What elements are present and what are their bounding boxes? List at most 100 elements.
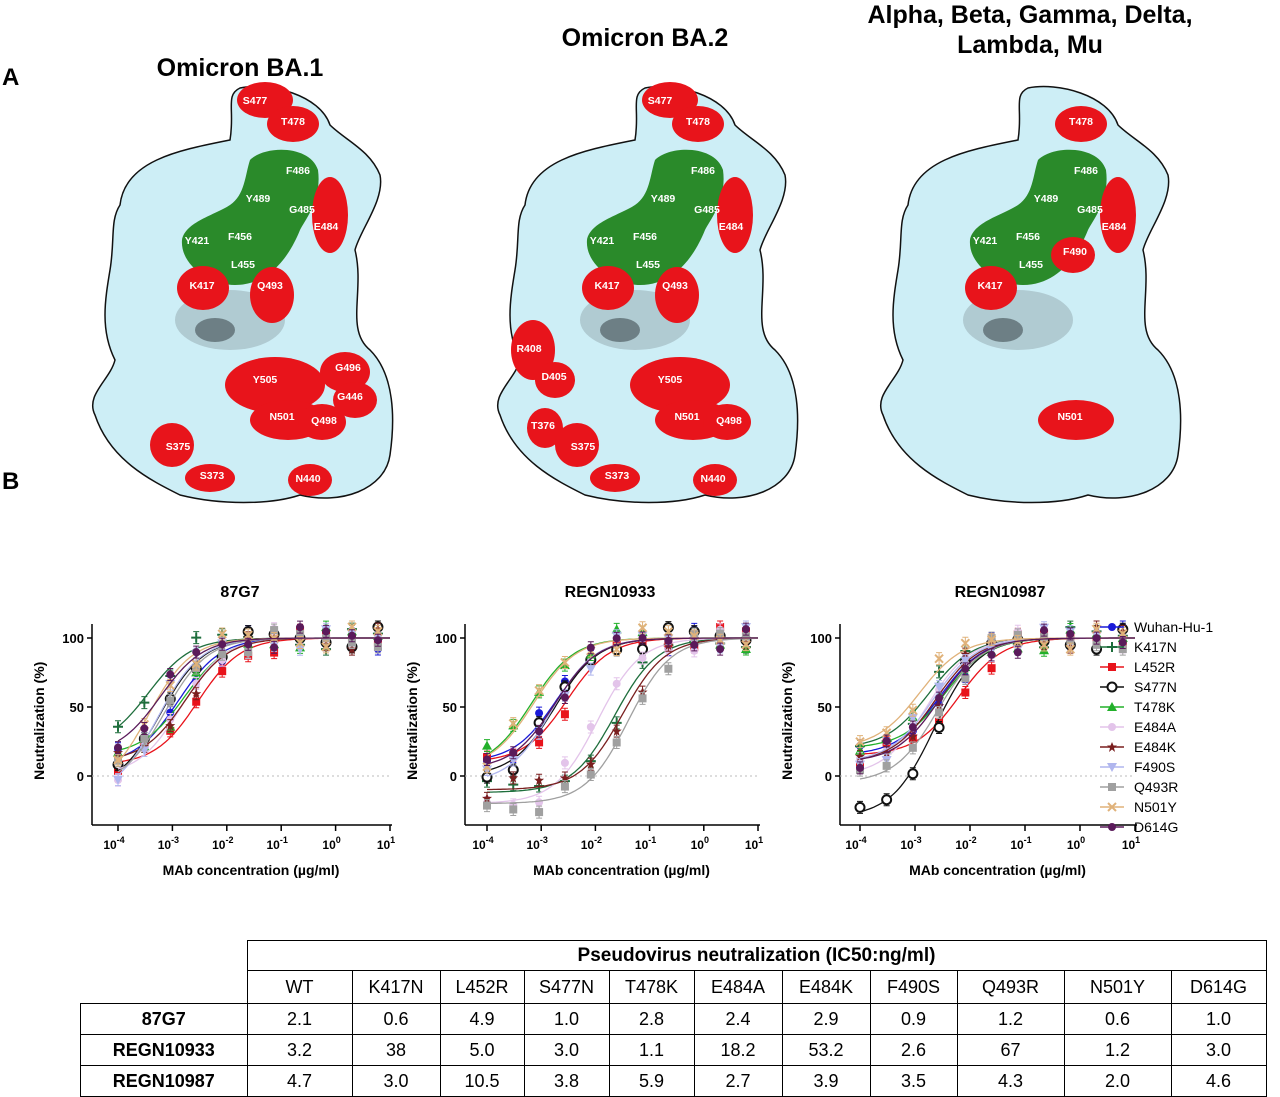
data-point bbox=[535, 738, 544, 747]
residue-label: S477 bbox=[243, 95, 268, 107]
x-tick-base: 10 bbox=[745, 838, 759, 852]
data-point bbox=[270, 643, 279, 652]
data-point bbox=[1106, 681, 1118, 693]
x-tick-label: 10-4 bbox=[845, 835, 866, 852]
column-header: S477N bbox=[523, 970, 610, 1004]
table-cell: 1.0 bbox=[523, 1003, 610, 1035]
data-point bbox=[218, 667, 227, 676]
legend-item: Q493R bbox=[1100, 779, 1178, 795]
x-tick-label: 10-3 bbox=[900, 835, 921, 852]
residue-label: E484 bbox=[314, 221, 339, 233]
residue-label: G485 bbox=[289, 204, 315, 216]
data-point bbox=[934, 653, 944, 664]
data-point bbox=[482, 762, 492, 772]
mutation-patch bbox=[555, 423, 599, 467]
data-point bbox=[586, 643, 595, 652]
column-header: K417N bbox=[351, 970, 441, 1004]
residue-label: Y489 bbox=[651, 193, 676, 205]
data-point bbox=[534, 685, 544, 696]
data-point bbox=[560, 693, 569, 702]
table-cell: 2.6 bbox=[869, 1034, 958, 1066]
x-tick-exponent: 0 bbox=[704, 835, 709, 845]
data-point bbox=[690, 640, 699, 649]
row-label: 87G7 bbox=[80, 1003, 248, 1035]
data-point bbox=[1108, 723, 1116, 731]
data-point bbox=[907, 731, 918, 742]
data-point bbox=[986, 634, 997, 645]
table-cell: 5.0 bbox=[439, 1034, 525, 1066]
data-point bbox=[113, 775, 123, 785]
rbd-surface-2: T478 F486 Y489 G485 E484 Y421 F456 F490 L455 K417… bbox=[880, 85, 1182, 504]
data-point bbox=[296, 629, 305, 638]
fit-curve bbox=[117, 637, 390, 763]
ic50-table: Pseudovirus neutralization (IC50:ng/ml) … bbox=[80, 940, 1267, 1097]
data-point bbox=[1065, 644, 1076, 654]
data-point bbox=[191, 688, 202, 699]
legend-label: N501Y bbox=[1134, 799, 1177, 815]
fit-curve bbox=[859, 637, 1135, 745]
table-cell: 1.1 bbox=[608, 1034, 695, 1066]
data-point bbox=[482, 740, 492, 750]
mutation-patch bbox=[320, 352, 370, 392]
data-point bbox=[1107, 642, 1117, 652]
data-point bbox=[373, 636, 382, 645]
data-point bbox=[741, 639, 751, 650]
data-point bbox=[855, 736, 865, 747]
data-point bbox=[881, 794, 893, 806]
x-tick-exponent: -4 bbox=[117, 835, 125, 845]
x-tick-exponent: -3 bbox=[171, 835, 179, 845]
table-header-row: WT K417N L452R S477N T478K E484A E484K F490S Q49… bbox=[81, 970, 1267, 1004]
residue-label: F486 bbox=[691, 165, 715, 177]
x-tick-exponent: -3 bbox=[540, 835, 548, 845]
data-point bbox=[322, 627, 331, 636]
y-tick-label: 50 bbox=[70, 700, 84, 715]
table-title: Pseudovirus neutralization (IC50:ng/ml) bbox=[246, 940, 1267, 971]
data-point bbox=[960, 638, 971, 648]
mutation-patch bbox=[535, 362, 575, 398]
x-tick-base: 10 bbox=[1010, 838, 1024, 852]
x-tick-exponent: -2 bbox=[594, 835, 602, 845]
residue-label: T478 bbox=[1069, 116, 1093, 128]
x-tick-exponent: -1 bbox=[648, 835, 656, 845]
residue-label: G485 bbox=[694, 204, 720, 216]
chart-title: REGN10933 bbox=[565, 584, 656, 601]
residue-label: S375 bbox=[571, 441, 596, 453]
data-point bbox=[637, 623, 648, 633]
legend-label: L452R bbox=[1134, 659, 1175, 675]
data-point bbox=[585, 665, 596, 675]
residue-label: F456 bbox=[633, 231, 657, 243]
table-cell: 3.8 bbox=[523, 1065, 610, 1097]
table-cell: 1.0 bbox=[1170, 1003, 1267, 1035]
y-tick-label: 0 bbox=[77, 769, 84, 784]
x-tick-base: 10 bbox=[158, 838, 172, 852]
data-point bbox=[585, 759, 596, 770]
mutation-patch bbox=[225, 357, 325, 413]
residue-label: K417 bbox=[977, 280, 1002, 292]
data-point bbox=[987, 650, 996, 659]
data-point bbox=[295, 645, 306, 655]
table-cell: 67 bbox=[956, 1034, 1065, 1066]
residue-label: F486 bbox=[286, 165, 310, 177]
fit-curve bbox=[486, 637, 758, 765]
x-tick-base: 10 bbox=[635, 838, 649, 852]
data-point bbox=[346, 644, 357, 655]
legend-item: F490S bbox=[1100, 759, 1175, 775]
data-point bbox=[961, 664, 970, 673]
data-point bbox=[508, 772, 519, 783]
data-point bbox=[611, 726, 622, 737]
data-point bbox=[882, 737, 891, 746]
data-point bbox=[612, 634, 621, 643]
x-tick-exponent: -4 bbox=[859, 835, 867, 845]
x-tick-base: 10 bbox=[472, 838, 486, 852]
x-tick-exponent: 0 bbox=[1080, 835, 1085, 845]
table-cell: 5.9 bbox=[608, 1065, 695, 1097]
chart-title: 87G7 bbox=[220, 584, 259, 601]
data-point bbox=[1108, 783, 1116, 791]
data-point bbox=[560, 710, 569, 719]
fit-curve bbox=[859, 637, 1135, 780]
legend-item: K417N bbox=[1100, 639, 1177, 655]
mutation-patch bbox=[1100, 177, 1136, 253]
legend-item: E484A bbox=[1100, 719, 1177, 735]
column-header: L452R bbox=[439, 970, 525, 1004]
